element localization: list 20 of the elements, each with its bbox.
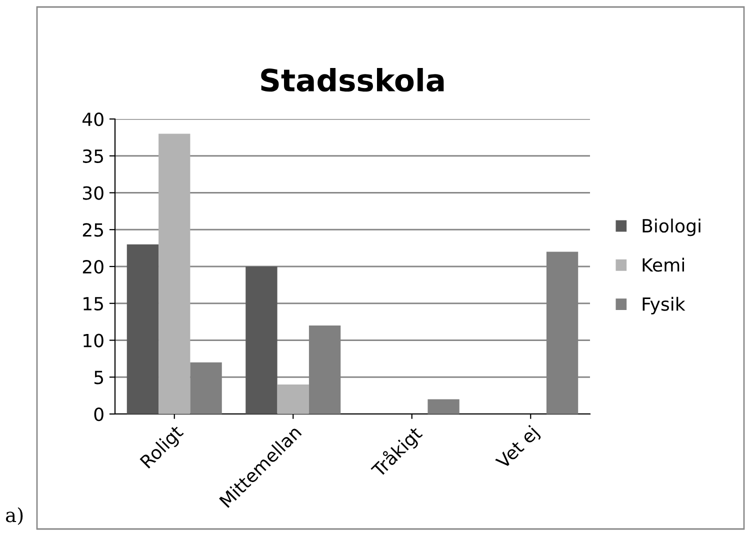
y-tick-label: 40 [82,112,104,126]
y-tick-label: 10 [84,334,104,348]
y-tick-label: 20 [82,260,104,274]
bar [126,244,159,414]
y-tick-label: 30 [82,186,104,200]
x-tick-label: Vet ej [494,424,542,472]
y-tick-label: 35 [82,149,104,163]
chart-title: Stadsskola [261,68,444,92]
y-tick-label: 0 [94,407,104,422]
y-tick-label: 5 [94,370,104,384]
bar [277,384,309,414]
legend-label: Fysik [642,296,686,314]
bar [246,266,278,414]
y-tick-label: 15 [84,297,104,310]
bar [428,399,460,414]
legend-label: Kemi [642,258,684,272]
bar [158,134,190,414]
legend-label: Biologi [642,218,700,236]
y-tick-label: 25 [82,223,104,237]
text: a) [6,507,23,526]
